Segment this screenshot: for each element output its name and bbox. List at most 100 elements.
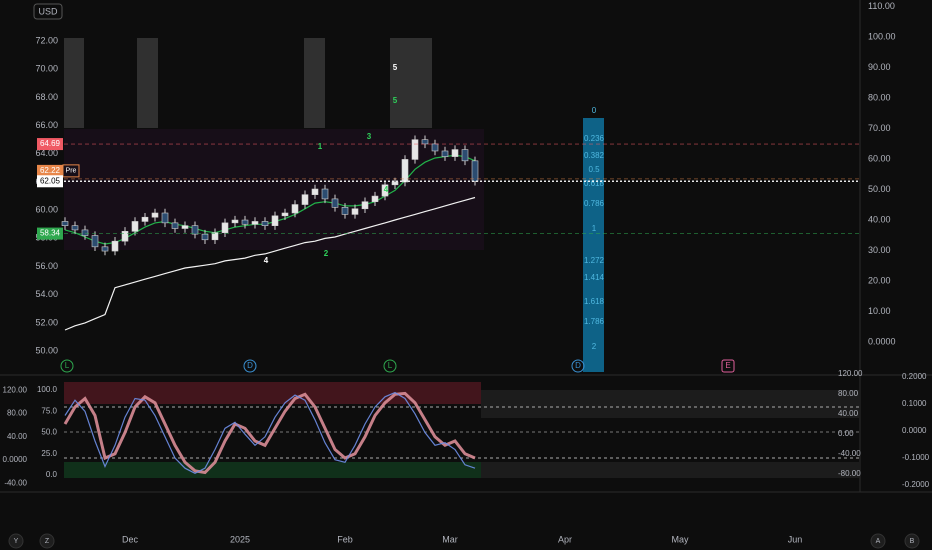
candle-body [71,225,79,231]
currency-box[interactable] [33,3,63,20]
price-tag-note [62,164,80,178]
price-tag [37,138,63,151]
lower-tick-label: 0.0000 [902,426,927,435]
lower-tick-label: 120.00 [3,385,28,394]
fib-label: 1 [592,224,597,233]
footer-button[interactable] [8,533,24,549]
price-tag-label: 62.05 [40,176,61,185]
lower-tick-label: 75.0 [41,406,57,415]
band [481,462,860,478]
y2-tick-label: 50.00 [868,184,891,194]
event-marker[interactable] [571,359,585,373]
y-tick-label: 54.00 [35,289,58,299]
oscillator-line [64,391,476,474]
candle-body [61,221,69,226]
candle-body [161,212,169,224]
event-label[interactable]: L [388,361,393,370]
x-tick-label: May [671,534,689,544]
lower-tick-label: -0.2000 [902,480,930,489]
y-tick-label: 72.00 [35,35,58,45]
footer-button-label[interactable]: Z [45,538,50,545]
candle-body [411,139,419,160]
y-tick-label: 70.00 [35,64,58,74]
event-marker[interactable] [243,359,257,373]
price-tag-label: 58.34 [40,229,61,238]
y2-tick-label: 70.00 [868,123,891,133]
event-label[interactable]: D [247,361,253,370]
x-tick-label: 2025 [230,534,250,544]
footer-button[interactable] [904,533,920,549]
y-tick-label: 68.00 [35,92,58,102]
fib-label: 1.414 [584,273,605,282]
overlay-line [64,196,476,331]
candle-body [391,181,399,186]
lower-tick-label: -40.00 [838,449,861,458]
x-tick-label: Jun [788,534,803,544]
footer-button[interactable] [870,533,886,549]
event-marker[interactable] [60,359,74,373]
lower-tick-label: 25.0 [41,449,57,458]
price-tag-note-label: Pre [66,168,77,175]
footer-button-label[interactable]: Y [14,538,19,545]
x-tick-label: Apr [558,534,572,544]
candle-body [321,188,329,200]
y2-tick-label: 90.00 [868,62,891,72]
candle-body [431,143,439,152]
y2-tick-label: 0.0000 [868,336,896,346]
candle-body [171,222,179,229]
event-label[interactable]: L [65,361,70,370]
y2-tick-label: 10.00 [868,306,891,316]
event-marker[interactable] [721,359,735,373]
y2-tick-label: 30.00 [868,245,891,255]
candle-body [351,208,359,215]
event-label[interactable]: D [575,361,581,370]
candle-body [381,184,389,197]
shade-box [304,38,325,128]
event-label[interactable]: E [725,361,730,370]
price-tag [37,227,63,240]
event-marker[interactable] [383,359,397,373]
lower-tick-label: -40.00 [4,478,27,487]
oscillator-line [63,391,476,475]
wave-label: 5 [393,63,398,72]
candle-body [201,233,209,241]
wave-label: 4 [264,256,269,265]
lower-tick-label: 50.0 [41,428,57,437]
candle-body [421,139,429,145]
footer-button[interactable] [39,533,55,549]
candle-body [361,201,369,210]
lower-tick-label: 40.00 [7,432,28,441]
candle-body [231,219,239,224]
candle-body [191,225,199,235]
y2-tick-label: 60.00 [868,153,891,163]
candle-body [281,212,289,217]
footer-button-label[interactable]: B [910,538,915,545]
fib-label: 0.618 [584,179,605,188]
y2-tick-label: 80.00 [868,92,891,102]
candle-body [271,215,279,226]
currency[interactable]: USD [38,6,58,16]
fib-label: 1.272 [584,256,605,265]
candle-body [291,204,299,214]
candle-body [441,150,449,157]
band [481,390,860,418]
candle-body [341,207,349,215]
candle-body [81,229,89,236]
wave-label: 1 [318,142,323,151]
candle-body [311,188,319,195]
candle-body [181,225,189,229]
y2-tick-label: 100.00 [868,31,896,41]
candle-body [261,221,269,226]
candle-body [131,221,139,232]
y2-tick-label: 40.00 [868,214,891,224]
candle-body [91,235,99,248]
candle-body [331,198,339,208]
candle-body [461,149,469,162]
overbought-band [64,382,481,404]
lower-tick-label: 100.0 [37,385,58,394]
shade-box [64,38,84,128]
lower-tick-label: 120.00 [838,369,863,378]
wave-label: 5 [393,96,398,105]
footer-button-label[interactable]: A [876,538,881,545]
